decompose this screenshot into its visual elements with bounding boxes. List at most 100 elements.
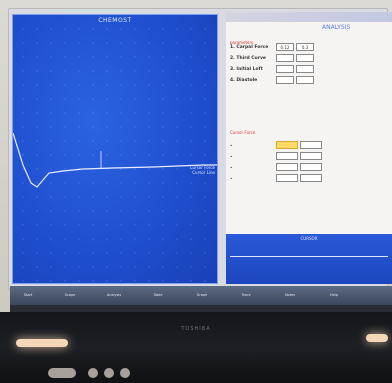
grid-dot (190, 42, 192, 44)
grid-dot (36, 224, 38, 226)
grid-dot (134, 140, 136, 142)
grid-dot (190, 196, 192, 198)
hardware-button-1[interactable] (48, 368, 76, 378)
taskbar: Start Scope Analysis Table Graph Trace N… (10, 286, 392, 306)
cursor-trace-line (230, 256, 388, 257)
grid-dot (162, 196, 164, 198)
grid-dot (106, 28, 108, 30)
row-3-cell-1[interactable] (276, 65, 294, 73)
grid-dot (162, 42, 164, 44)
row-1-cell-2[interactable]: 0.3 (296, 43, 314, 51)
grid-dot (78, 224, 80, 226)
grid-dot (176, 210, 178, 212)
grid-dot (50, 112, 52, 114)
grid-dot (120, 84, 122, 86)
grid-dot (50, 56, 52, 58)
grid-dot (50, 84, 52, 86)
grid-dot (120, 154, 122, 156)
taskbar-item-5[interactable]: Graph (196, 293, 208, 297)
grid-dot (134, 196, 136, 198)
grid-dot (204, 112, 206, 114)
table-b-cell-3-2[interactable] (300, 163, 322, 171)
chart-plot (13, 28, 217, 282)
grid-dot (36, 182, 38, 184)
grid-dot (22, 42, 24, 44)
row-3-cell-2[interactable] (296, 65, 314, 73)
grid-dot (162, 98, 164, 100)
grid-dot (64, 84, 66, 86)
grid-dot (50, 280, 52, 282)
grid-dot (64, 196, 66, 198)
taskbar-item-3[interactable]: Analysis (106, 293, 122, 297)
table-b-cell-3-1[interactable] (276, 163, 298, 171)
grid-dot (120, 140, 122, 142)
taskbar-item-4[interactable]: Table (153, 293, 163, 297)
analysis-window[interactable]: ANALYSIS parameters 1. Carpal Force 0.12… (226, 12, 392, 284)
grid-dot (78, 238, 80, 240)
grid-dot (106, 210, 108, 212)
row-2-cell-1[interactable] (276, 54, 294, 62)
hardware-button-3[interactable] (104, 368, 114, 378)
grid-dot (36, 238, 38, 240)
hardware-button-2[interactable] (88, 368, 98, 378)
grid-dot (204, 252, 206, 254)
grid-dot (190, 140, 192, 142)
grid-dot (92, 196, 94, 198)
taskbar-item-1[interactable]: Start (23, 293, 33, 297)
grid-dot (36, 126, 38, 128)
grid-dot (190, 70, 192, 72)
grid-dot (120, 56, 122, 58)
grid-dot (204, 84, 206, 86)
grid-dot (78, 84, 80, 86)
trace-label-line-2: Cursor Line (192, 170, 215, 175)
grid-dot (50, 252, 52, 254)
grid-dot (204, 98, 206, 100)
grid-dot (22, 224, 24, 226)
grid-dot (204, 280, 206, 282)
grid-dot (106, 252, 108, 254)
grid-dot (120, 210, 122, 212)
grid-dot (190, 126, 192, 128)
table-b-cell-4-1[interactable] (276, 174, 298, 182)
grid-dot (148, 252, 150, 254)
chart-window-title: CHEMOST (98, 17, 132, 24)
cursor-trace-panel[interactable]: CURSOR (226, 234, 392, 284)
grid-dot (162, 280, 164, 282)
grid-dot (36, 98, 38, 100)
grid-dot (78, 28, 80, 30)
grid-dot (176, 238, 178, 240)
taskbar-item-7[interactable]: Notes (284, 293, 296, 297)
grid-dot (134, 98, 136, 100)
grid-dot (148, 98, 150, 100)
row-1-cell-1[interactable]: 0.12 (276, 43, 294, 51)
grid-dot (64, 126, 66, 128)
grid-dot (64, 266, 66, 268)
grid-dot (134, 210, 136, 212)
grid-dot (92, 98, 94, 100)
table-b-cell-2-2[interactable] (300, 152, 322, 160)
grid-dot (134, 266, 136, 268)
table-b-cell-2-1[interactable] (276, 152, 298, 160)
grid-dot (148, 210, 150, 212)
chart-window[interactable]: CHEMOST Cursor Force Cursor Line (12, 14, 218, 284)
row-4-cell-2[interactable] (296, 76, 314, 84)
taskbar-item-2[interactable]: Scope (64, 293, 76, 297)
grid-dot (106, 126, 108, 128)
row-4-cell-1[interactable] (276, 76, 294, 84)
grid-dot (148, 70, 150, 72)
grid-dot (92, 56, 94, 58)
grid-dot (134, 252, 136, 254)
grid-dot (78, 98, 80, 100)
hardware-button-4[interactable] (120, 368, 130, 378)
grid-dot (162, 266, 164, 268)
table-b-cell-1-2[interactable] (300, 141, 322, 149)
taskbar-item-6[interactable]: Trace (241, 293, 251, 297)
grid-dot (120, 168, 122, 170)
table-b-cell-4-2[interactable] (300, 174, 322, 182)
row-2-cell-2[interactable] (296, 54, 314, 62)
taskbar-item-8[interactable]: Help (330, 293, 338, 297)
highlighted-cell[interactable] (276, 141, 298, 149)
grid-dot (134, 112, 136, 114)
grid-dot (176, 196, 178, 198)
grid-dot (64, 224, 66, 226)
